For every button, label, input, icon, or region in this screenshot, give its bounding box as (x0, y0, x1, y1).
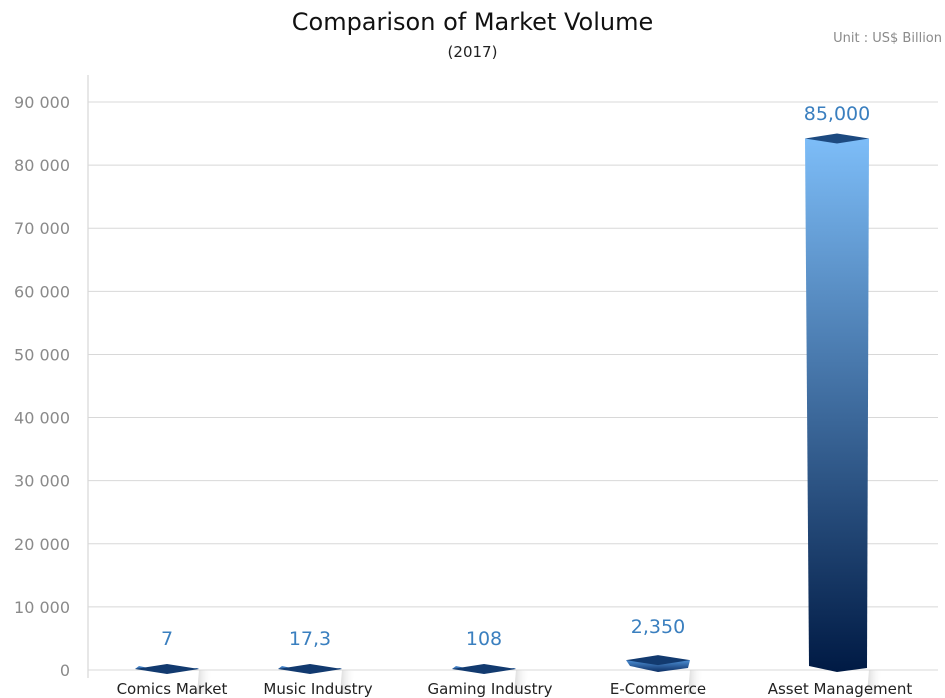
data-label: 108 (466, 628, 502, 650)
x-tick-label: Asset Management (768, 680, 913, 698)
bar-shadow (514, 670, 530, 694)
y-tick-label: 10 000 (14, 598, 70, 617)
bar (805, 133, 883, 694)
bar-cap (135, 664, 199, 674)
x-tick-label: Music Industry (263, 680, 372, 698)
bar-cap (452, 664, 516, 674)
bar (278, 664, 356, 694)
data-label: 17,3 (289, 628, 331, 650)
bar (452, 664, 530, 694)
bar-shadow (867, 670, 883, 694)
data-label: 2,350 (631, 616, 685, 638)
data-label: 85,000 (804, 103, 870, 125)
y-tick-label: 60 000 (14, 282, 70, 301)
bar-shadow (197, 670, 213, 694)
bar-body (805, 138, 869, 673)
y-tick-label: 20 000 (14, 535, 70, 554)
x-tick-label: E-Commerce (610, 680, 706, 698)
y-tick-label: 40 000 (14, 409, 70, 428)
bar-cap (278, 664, 342, 674)
unit-label: Unit : US$ Billion (833, 31, 942, 46)
chart-subtitle: (2017) (447, 43, 498, 61)
bar-cap (626, 655, 690, 666)
bar (135, 664, 213, 694)
bar (626, 655, 704, 694)
y-tick-label: 30 000 (14, 472, 70, 491)
bar-cap (805, 133, 869, 144)
bar-shadow (340, 670, 356, 694)
x-tick-label: Comics Market (117, 680, 228, 698)
chart-title: Comparison of Market Volume (291, 8, 654, 36)
y-tick-label: 90 000 (14, 93, 70, 112)
x-tick-label: Gaming Industry (427, 680, 552, 698)
y-tick-label: 0 (60, 661, 70, 680)
data-label: 7 (161, 628, 173, 650)
y-tick-label: 70 000 (14, 219, 70, 238)
y-tick-label: 80 000 (14, 156, 70, 175)
bar-body (626, 660, 690, 672)
bar-shadow (688, 670, 704, 694)
y-tick-label: 50 000 (14, 345, 70, 364)
